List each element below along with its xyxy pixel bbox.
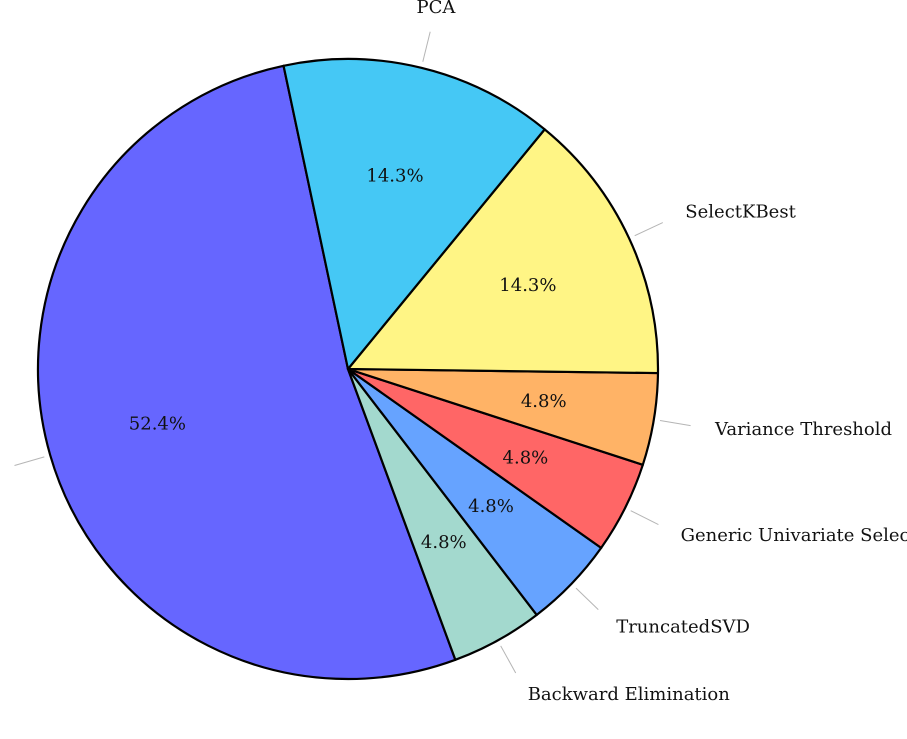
leader-line-generic-univariate-select: [630, 510, 659, 526]
category-label-truncatedsvd: TruncatedSVD: [616, 616, 750, 637]
leader-line-backward-elimination: [500, 645, 517, 674]
percent-label-none: 52.4%: [129, 414, 186, 435]
category-label-backward-elimination: Backward Elimination: [528, 684, 731, 705]
leader-line-none: [14, 456, 45, 466]
leader-line-selectkbest: [634, 222, 664, 237]
slice-selectkbest: [346, 128, 660, 375]
percent-label-truncatedsvd: 4.8%: [468, 496, 514, 517]
slices-group: [36, 57, 660, 681]
category-label-pca: PCA: [417, 0, 457, 18]
category-label-selectkbest: SelectKBest: [685, 202, 796, 223]
percent-label-variance-threshold: 4.8%: [521, 391, 567, 412]
category-label-generic-univariate-select: Generic Univariate Select: [681, 525, 907, 546]
percent-label-backward-elimination: 4.8%: [421, 532, 467, 553]
leader-line-variance-threshold: [659, 420, 691, 427]
leader-line-pca: [422, 31, 431, 62]
slice-pca: [282, 57, 546, 371]
percent-label-pca: 14.3%: [366, 166, 423, 187]
leader-line-truncatedsvd: [575, 587, 599, 610]
slice-none: [36, 64, 457, 681]
category-label-variance-threshold: Variance Threshold: [714, 419, 892, 440]
labels-group: 52.4%None4.8%Backward Elimination4.8%Tru…: [14, 0, 907, 705]
percent-label-generic-univariate-select: 4.8%: [503, 447, 549, 468]
percent-label-selectkbest: 14.3%: [499, 275, 556, 296]
